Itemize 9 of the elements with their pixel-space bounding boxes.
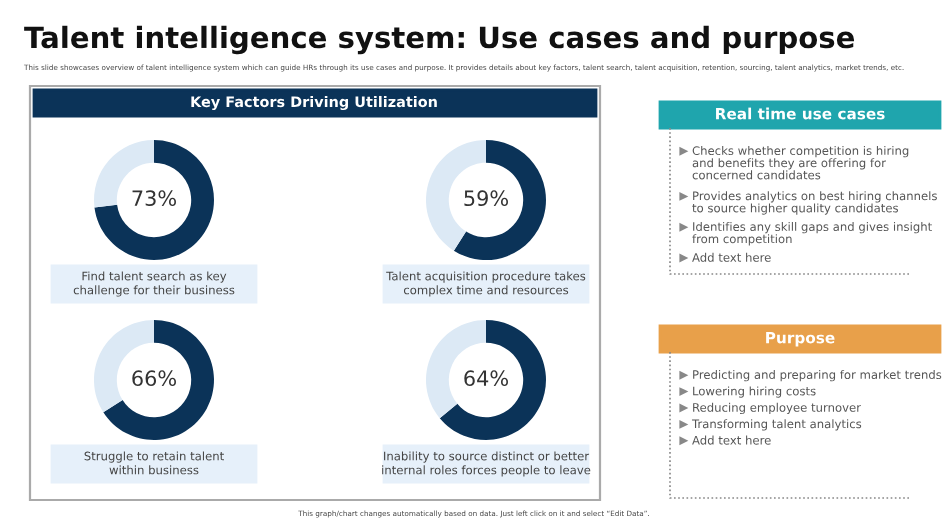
donut-slice <box>94 140 214 260</box>
text: Talent intelligence system: Use cases and purpose <box>24 25 855 55</box>
data-label: 73% <box>132 190 176 207</box>
donut-slice <box>103 320 214 440</box>
donut-slice <box>453 140 546 260</box>
data-label: 66% <box>132 370 176 387</box>
donut-slice <box>439 320 546 440</box>
data-label: 59% <box>464 190 508 207</box>
data-label: 64% <box>464 370 508 387</box>
